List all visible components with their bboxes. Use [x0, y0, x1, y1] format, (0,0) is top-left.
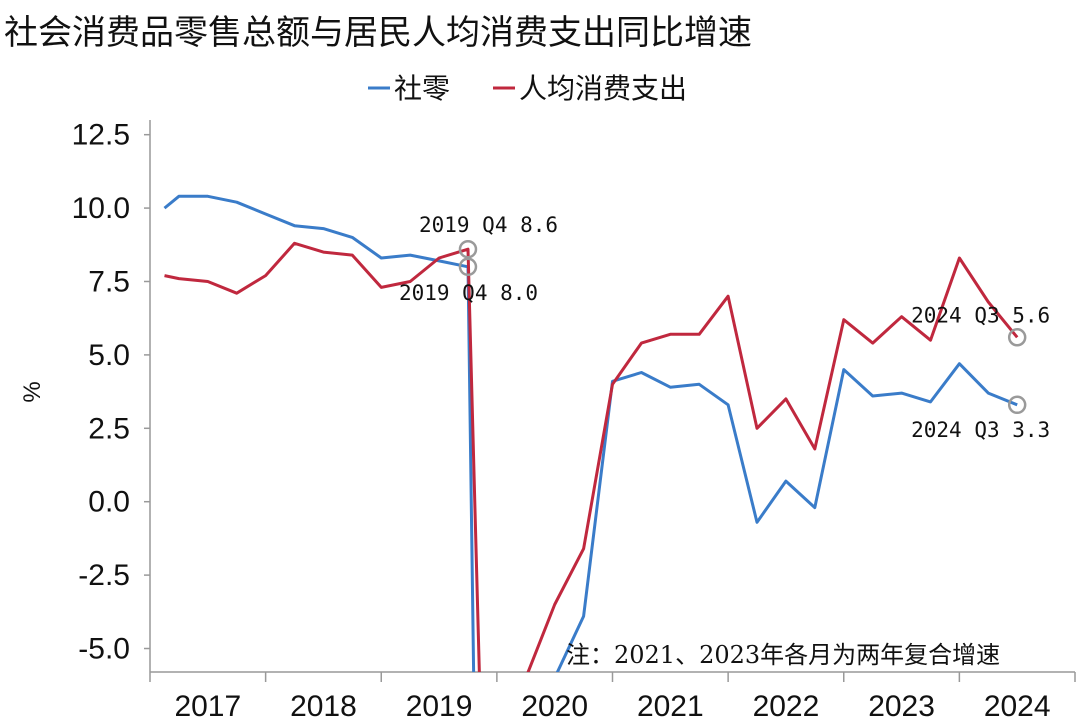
annotation-marker: [1007, 328, 1027, 347]
series-line-0: [163, 194, 1018, 672]
annotation-label: 2019 Q4 8.0: [399, 281, 538, 305]
annotation-label: 2019 Q4 8.6: [419, 213, 558, 237]
x-tick-label: 2019: [406, 690, 473, 722]
legend-label-series-0: 社零: [394, 72, 450, 105]
x-tick-label: 2022: [753, 690, 820, 722]
annotation-label: 2024 Q3 3.3: [911, 418, 1050, 442]
legend-label-series-1: 人均消费支出: [519, 72, 687, 105]
x-tick-label: 2017: [174, 690, 241, 722]
series-layer: [163, 194, 1019, 672]
annotation-label: 2024 Q3 5.6: [911, 303, 1050, 327]
x-tick-label: 2024: [984, 690, 1051, 722]
chart-title: 社会消费品零售总额与居民人均消费支出同比增速: [4, 13, 752, 53]
x-axis-ticks: 2017 2018 2019 2020 2021 2022 2023 2024: [149, 672, 1076, 722]
y-tick-label: 2.5: [88, 412, 130, 445]
y-tick-label: -2.5: [78, 559, 130, 592]
legend: 社零 人均消费支出: [368, 72, 687, 105]
annotation-marker: [458, 239, 478, 259]
annotation-marker: [458, 257, 478, 277]
y-tick-label: -5.0: [78, 633, 130, 666]
y-axis-ticks: 12.5 10.0 7.5 5.0 2.5 0.0 -2.5 -5.0: [72, 119, 150, 666]
x-tick-label: 2020: [521, 690, 588, 722]
y-tick-label: 0.0: [88, 486, 130, 519]
y-axis-label: %: [19, 381, 46, 402]
annotation-layer: 2019 Q4 8.6 2019 Q4 8.0 2024 Q3 5.6 2024 Q3…: [399, 213, 1050, 442]
y-tick-label: 10.0: [72, 192, 130, 225]
y-tick-label: 5.0: [88, 339, 130, 372]
x-tick-label: 2023: [868, 690, 935, 722]
annotation-marker: [1007, 395, 1027, 415]
y-tick-label: 7.5: [88, 265, 130, 298]
x-tick-label: 2018: [290, 690, 357, 722]
series-line-1: [164, 241, 1019, 672]
x-tick-label: 2021: [637, 690, 704, 722]
y-tick-label: 12.5: [72, 119, 130, 152]
chart-note: 注：2021、2023年各月为两年复合增速: [566, 641, 1000, 669]
